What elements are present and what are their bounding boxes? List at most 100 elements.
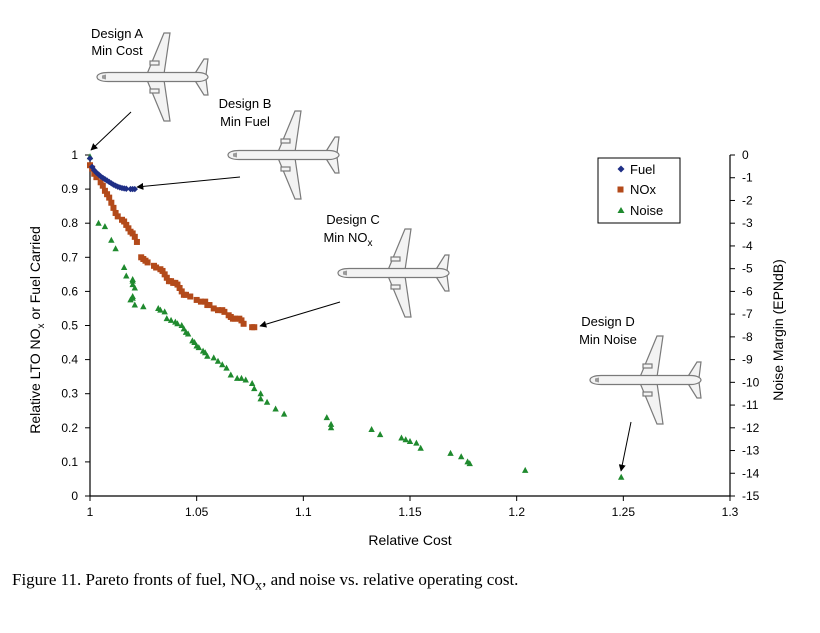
legend-marker-fuel <box>617 165 625 173</box>
data-point-nox <box>108 199 115 206</box>
y-right-tick-label: -4 <box>742 239 753 253</box>
y-left-tick-label: 0.3 <box>61 387 78 401</box>
data-point-nox <box>97 179 104 186</box>
legend-label-nox: NOx <box>630 182 657 197</box>
data-point-noise <box>140 303 147 310</box>
data-point-nox <box>121 218 128 225</box>
data-point-noise <box>458 453 465 460</box>
legend-label-noise: Noise <box>630 203 663 218</box>
data-point-nox <box>193 296 200 303</box>
y-right-tick-label: -5 <box>742 262 753 276</box>
data-point-noise <box>376 431 384 438</box>
data-point-nox <box>129 230 136 237</box>
data-point-nox <box>144 259 151 266</box>
arrow-design-c <box>259 301 341 328</box>
x-tick-label: 1.05 <box>185 505 209 519</box>
x-tick-label: 1.25 <box>612 505 636 519</box>
arrow-design-b <box>136 176 241 190</box>
data-point-nox <box>87 162 93 169</box>
data-point-noise <box>257 395 264 402</box>
data-point-nox <box>251 324 258 331</box>
x-tick-label: 1.2 <box>508 505 525 519</box>
y-left-tick-label: 0.6 <box>61 284 78 298</box>
data-point-noise <box>447 449 454 456</box>
data-point-nox <box>125 225 132 232</box>
data-point-fuel <box>97 173 104 180</box>
y-left-tick-label: 0.8 <box>61 216 78 230</box>
data-point-noise <box>131 284 138 291</box>
data-point-nox <box>187 293 194 300</box>
data-point-noise <box>227 371 234 378</box>
data-point-noise <box>123 272 130 279</box>
annotation-design-b-line1: Design B <box>219 96 272 111</box>
data-point-nox <box>99 182 106 189</box>
x-tick-label: 1.1 <box>295 505 312 519</box>
data-point-noise <box>413 439 420 446</box>
data-point-nox <box>163 274 170 281</box>
data-point-nox <box>240 320 247 327</box>
data-point-noise <box>127 296 134 303</box>
y-left-tick-label: 0.5 <box>61 319 78 333</box>
data-point-nox <box>197 298 204 305</box>
legend: Fuel NOx Noise <box>597 157 681 224</box>
x-tick-label: 1.15 <box>398 505 422 519</box>
y-right-tick-label: -14 <box>742 466 760 480</box>
figure-caption: Figure 11. Pareto fronts of fuel, NOx, a… <box>12 570 519 594</box>
data-point-fuel <box>101 176 109 183</box>
data-point-nox <box>123 221 130 228</box>
x-axis-label: Relative Cost <box>368 532 451 548</box>
legend-marker-noise <box>617 207 625 213</box>
data-point-noise <box>234 374 241 381</box>
data-point-noise <box>238 374 245 381</box>
data-point-nox <box>206 302 213 309</box>
data-point-noise <box>163 315 170 322</box>
data-point-noise <box>402 436 409 443</box>
y-left-tick-label: 1 <box>71 148 78 162</box>
data-point-noise <box>95 219 102 226</box>
y-right-tick-label: -1 <box>742 171 753 185</box>
data-point-noise <box>112 245 119 252</box>
y-right-tick-label: -13 <box>742 444 760 458</box>
data-point-noise <box>406 437 414 444</box>
data-point-noise <box>280 410 288 417</box>
y-right-tick-label: -6 <box>742 284 753 298</box>
data-point-nox <box>101 187 108 194</box>
y-left-tick-label: 0.1 <box>61 455 78 469</box>
y-axis-label-left: Relative LTO NOx or Fuel Carried <box>27 226 47 434</box>
data-point-nox <box>153 264 160 271</box>
data-point-noise <box>101 223 109 230</box>
data-point-noise <box>272 405 279 412</box>
data-point-noise <box>522 466 529 473</box>
data-point-noise <box>327 420 335 427</box>
y-right-tick-label: -8 <box>742 330 753 344</box>
data-point-noise <box>368 426 375 433</box>
y-right-tick-label: -3 <box>742 216 753 230</box>
y-right-tick-label: -15 <box>742 489 760 503</box>
data-point-noise <box>219 361 226 368</box>
y-right-tick-label: -9 <box>742 353 753 367</box>
data-point-noise <box>223 364 230 371</box>
data-point-nox <box>93 174 100 181</box>
data-point-noise <box>417 444 424 451</box>
data-point-noise <box>184 330 192 337</box>
data-point-nox <box>114 213 121 220</box>
data-point-noise <box>204 352 211 359</box>
annotation-design-d-line2: Min Noise <box>579 332 637 347</box>
legend-box <box>597 157 681 224</box>
data-point-nox <box>110 204 117 211</box>
data-point-noise <box>327 424 335 431</box>
airplane-icon-design-c <box>337 228 450 318</box>
data-point-nox <box>183 291 189 298</box>
data-point-nox <box>133 238 140 245</box>
data-point-noise <box>210 354 217 361</box>
arrow-design-d <box>618 421 632 472</box>
data-point-nox <box>174 281 181 288</box>
airplane-icon-design-d <box>589 335 702 425</box>
y-left-tick-label: 0.4 <box>61 353 78 367</box>
data-point-noise <box>120 264 128 271</box>
y-left-tick-label: 0.7 <box>61 250 78 264</box>
y-left-tick-label: 0 <box>71 489 78 503</box>
data-point-noise <box>157 306 164 313</box>
annotation-design-a-line2: Min Cost <box>91 43 143 58</box>
